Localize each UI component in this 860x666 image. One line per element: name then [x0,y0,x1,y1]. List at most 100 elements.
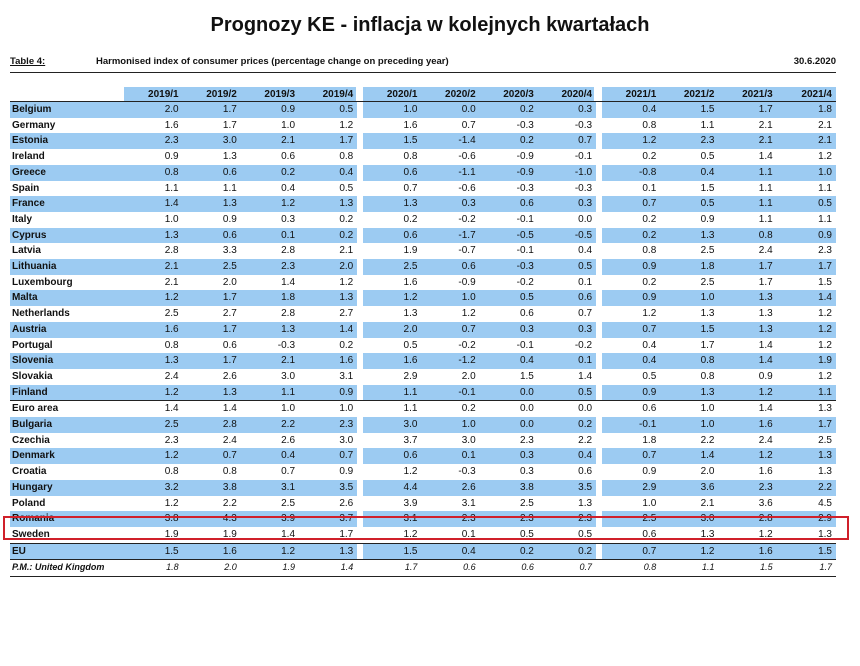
value-cell: 0.7 [537,559,597,578]
value-cell: 1.7 [718,259,777,275]
value-cell: 3.3 [222,245,237,257]
value-cell: 1.4 [718,400,777,418]
value-cell: 1.2 [164,497,179,509]
value-cell: 0.7 [602,321,661,338]
country-cell: Bulgaria [10,417,125,433]
page-title: Prognozy KE - inflacja w kolejnych kwart… [210,14,650,36]
value-cell: 1.0 [281,119,296,131]
table-row: Malta 1.2 1.7 1.8 1.3 1.2 1.0 0.5 0.6 0.9 1.0 1.3 1.… [10,290,836,307]
value-cell: 0.6 [421,259,480,275]
value-cell: 0.3 [281,213,296,225]
value-cell: -0.2 [516,276,534,288]
table-row: Hungary 3.2 3.8 3.1 3.5 4.4 2.6 3.8 3.5 2.9 3.6 2.3… [10,479,836,496]
table-row: Czechia 2.3 2.4 2.6 3.0 3.7 3.0 2.3 2.2 1.8 2.2 2.4… [10,433,836,449]
country-cell: Ireland [12,151,45,163]
value-cell: 1.9 [776,353,836,369]
value-cell: -0.3 [458,466,476,478]
table-date: 30.6.2020 [793,56,836,67]
value-cell: 0.0 [578,213,593,225]
value-cell: -0.3 [516,182,534,194]
value-cell: 1.7 [339,528,354,540]
value-cell: 1.1 [363,384,422,401]
value-cell: 0.7 [602,196,661,212]
value-cell: 0.8 [718,227,777,244]
value-cell: 0.5 [537,259,597,275]
hicp-table: 2019/1 2019/2 2019/3 2019/4 2020/1 2020/… [10,87,836,578]
value-cell: 1.4 [124,196,183,212]
value-cell: 1.4 [299,559,358,578]
value-cell: 2.0 [700,466,715,478]
value-cell: 2.5 [519,497,534,509]
value-cell: 1.0 [776,164,836,181]
value-cell: 1.4 [578,370,593,382]
country-cell: Greece [10,164,125,181]
column-gap [596,133,603,150]
value-cell: 2.0 [182,559,241,578]
value-cell: 1.3 [299,196,358,212]
value-cell: 1.5 [363,133,422,150]
value-cell: -0.3 [516,119,534,131]
header-cell: 2021/2 [660,87,719,102]
value-cell: 1.3 [818,528,832,540]
value-cell: 1.6 [718,542,777,560]
column-gap [357,511,364,527]
column-gap [596,101,603,118]
value-cell: 1.4 [660,448,719,465]
header-cell: 2020/3 [479,87,538,102]
value-cell: 1.3 [660,227,719,244]
value-cell: 0.7 [281,466,296,478]
value-cell: 1.0 [164,213,179,225]
value-cell: 2.9 [776,511,836,527]
value-cell: 0.8 [339,151,354,163]
table-row: Ireland 0.9 1.3 0.6 0.8 0.8 -0.6 -0.9 -0.1 0.2 0.5… [10,149,836,165]
value-cell: 1.4 [718,353,777,369]
value-cell: 2.2 [776,479,836,496]
value-cell: 2.3 [537,511,597,527]
value-cell: -0.1 [516,213,534,225]
table-row: Sweden 1.9 1.9 1.4 1.7 1.2 0.1 0.5 0.5 0.6 1.3 1.2 1… [10,527,836,543]
column-gap [596,259,603,275]
value-cell: 1.3 [578,497,593,509]
value-cell: 1.2 [642,308,657,320]
country-cell: Portugal [12,339,53,351]
country-cell: Sweden [12,528,50,540]
header-cell: 2020/1 [363,87,422,102]
column-gap [357,417,364,433]
country-cell: Latvia [12,245,41,257]
table-row: Netherlands 2.5 2.7 2.8 2.7 1.3 1.2 0.6 0.7 1.2 1.… [10,306,836,322]
value-cell: 0.8 [222,466,237,478]
column-gap [357,542,364,560]
value-cell: 0.5 [479,290,538,307]
value-cell: 1.5 [363,542,422,560]
value-cell: 0.4 [578,245,593,257]
value-cell: 0.1 [240,227,300,244]
value-cell: 1.2 [718,448,777,465]
value-cell: 0.9 [222,213,237,225]
value-cell: 1.6 [164,119,179,131]
table-row: Latvia 2.8 3.3 2.8 2.1 1.9 -0.7 -0.1 0.4 0.8 2.5 2.… [10,243,836,259]
value-cell: 0.6 [363,164,422,181]
value-cell: 2.9 [403,370,418,382]
value-cell: 1.6 [403,276,418,288]
value-cell: 0.9 [240,101,300,118]
value-cell: 0.4 [421,542,480,560]
value-cell: -0.1 [574,151,593,163]
value-cell: 0.3 [479,321,538,338]
column-gap [357,290,364,307]
value-cell: 2.1 [339,245,354,257]
table-row: Italy 1.0 0.9 0.3 0.2 0.2 -0.2 -0.1 0.0 0.2 0.9 1.1… [10,212,836,228]
value-cell: 0.0 [479,400,538,418]
value-cell: 1.1 [718,164,777,181]
value-cell: 3.0 [182,133,241,150]
value-cell: 1.0 [642,497,657,509]
value-cell: 2.3 [479,511,538,527]
value-cell: -1.4 [421,133,480,150]
table-row: France 1.4 1.3 1.2 1.3 1.3 0.3 0.6 0.3 0.7 0.5 1.1 0… [10,196,836,212]
column-gap [357,227,364,244]
value-cell: 4.3 [182,511,241,527]
value-cell: 3.1 [240,479,300,496]
value-cell: 1.3 [718,321,777,338]
value-cell: 0.6 [182,164,241,181]
value-cell: 1.7 [182,101,241,118]
header-cell: 2021/4 [776,87,836,102]
